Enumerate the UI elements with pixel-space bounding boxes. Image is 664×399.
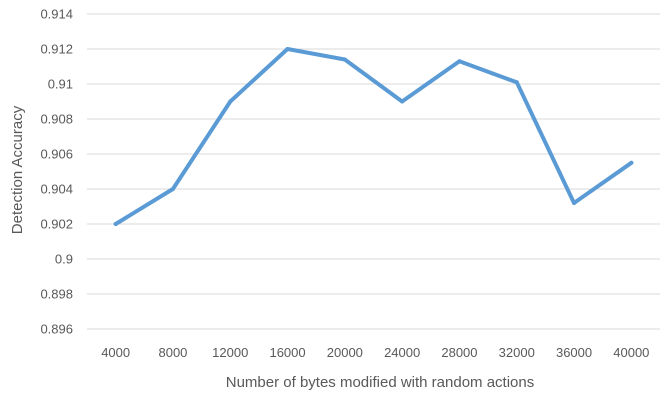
x-tick-label: 36000 [556,345,592,360]
y-tick-label: 0.912 [40,42,73,57]
x-tick-label: 12000 [212,345,248,360]
x-axis-title: Number of bytes modified with random act… [226,374,534,391]
y-tick-label: 0.91 [48,77,73,92]
data-point [629,160,634,165]
gridlines [87,13,660,330]
data-point [170,187,175,191]
data-point [113,222,118,226]
data-point [285,47,290,51]
x-tick-label: 32000 [499,345,535,360]
series-layer [113,47,634,226]
x-tick-label: 40000 [613,345,649,360]
y-tick-label: 0.9 [55,252,73,267]
x-tick-label: 24000 [384,345,420,360]
x-tick-label: 20000 [327,345,363,360]
data-point [228,99,233,104]
data-point [342,57,347,62]
y-tick-label: 0.904 [40,182,73,197]
x-axis-ticks: 4000 8000 12000 16000 20000 24000 28000 32000 36… [101,345,649,360]
series-line [113,47,634,226]
y-axis-ticks: 0.896 0.898 0.9 0.902 0.904 0.906 0.908 0.91 0.9… [40,7,73,337]
data-point [572,201,577,205]
y-axis-title: Detection Accuracy [9,105,26,234]
data-point [514,80,519,85]
y-tick-label: 0.906 [40,147,73,162]
y-tick-label: 0.908 [40,112,73,127]
x-tick-label: 28000 [441,345,477,360]
data-point [400,99,405,104]
y-tick-label: 0.902 [40,217,73,232]
y-tick-label: 0.898 [40,287,73,302]
x-tick-label: 16000 [269,345,305,360]
y-tick-label: 0.914 [40,7,73,22]
data-point [457,59,462,64]
x-tick-label: 4000 [101,345,130,360]
x-tick-label: 8000 [158,345,187,360]
y-tick-label: 0.896 [40,322,73,337]
